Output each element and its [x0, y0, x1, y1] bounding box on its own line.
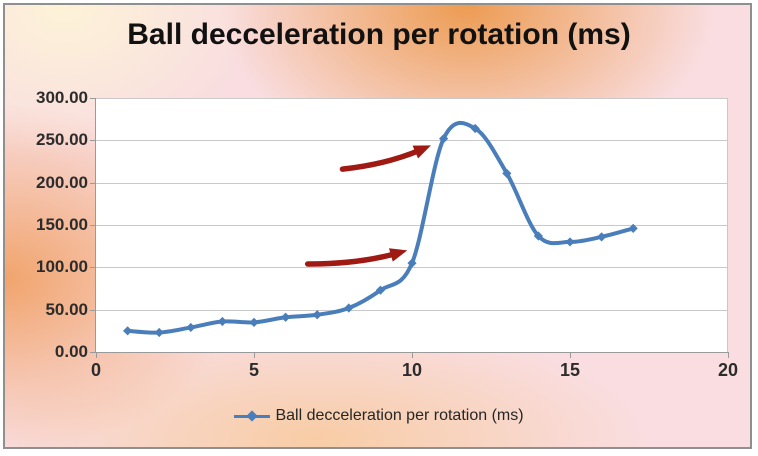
data-point-marker: [312, 310, 322, 320]
y-axis-label: 0.00: [54, 342, 88, 361]
annotation-arrow-head: [412, 145, 431, 159]
line-chart-canvas: [123, 120, 638, 338]
data-point-marker: [597, 232, 607, 242]
y-axis-label: 250.00: [36, 130, 88, 150]
gridline: [96, 98, 728, 99]
x-axis-tick: [254, 353, 255, 358]
data-point-marker: [375, 285, 385, 295]
y-axis-label: 50.00: [45, 299, 88, 319]
x-axis-tick: [570, 353, 571, 358]
data-point-marker: [533, 231, 543, 241]
data-point-marker: [344, 303, 354, 313]
legend-label: Ball decceleration per rotation (ms): [275, 407, 524, 424]
chart-title: Ball decceleration per rotation (ms): [127, 18, 631, 51]
y-axis-label: 200.00: [36, 172, 88, 192]
annotation-arrow-shaft: [304, 250, 399, 267]
legend-diamond-icon: [246, 410, 259, 422]
data-point-marker: [439, 134, 449, 144]
x-axis-tick: [412, 353, 413, 358]
data-point-marker: [281, 312, 291, 322]
data-point-marker: [628, 223, 638, 233]
data-point-marker: [217, 316, 227, 327]
gridline: [96, 309, 728, 311]
data-point-marker: [502, 168, 512, 178]
data-point-marker: [249, 317, 259, 327]
gridline: [96, 140, 728, 142]
y-axis-label: 150.00: [36, 215, 88, 234]
series-line: [125, 120, 636, 335]
data-point-marker: [565, 237, 575, 247]
x-axis-label: 10: [401, 360, 423, 380]
x-axis-tick: [728, 353, 729, 358]
x-axis-label: 20: [717, 360, 739, 380]
data-point-marker: [470, 123, 480, 134]
y-axis-label: 300.00: [36, 88, 88, 107]
legend: Ball decceleration per rotation (ms): [0, 407, 758, 425]
data-point-marker: [154, 327, 164, 338]
gridline: [96, 182, 728, 184]
legend-line-marker-icon: [234, 410, 271, 422]
data-point-marker: [123, 326, 133, 336]
x-axis-label: 0: [90, 360, 101, 380]
y-axis-tick: [90, 267, 95, 269]
x-axis-label: 5: [248, 360, 259, 380]
y-axis-tick: [90, 182, 95, 184]
y-axis-tick: [90, 309, 95, 311]
x-axis-tick: [96, 353, 97, 358]
y-axis-tick: [90, 140, 95, 142]
y-axis-tick: [90, 225, 95, 226]
y-axis-tick: [90, 98, 95, 99]
data-point-marker: [186, 322, 196, 333]
x-axis-line: [95, 352, 729, 353]
y-axis-label: 100.00: [36, 257, 88, 277]
y-axis-tick: [90, 352, 95, 353]
x-axis-label: 15: [559, 360, 581, 380]
annotation-arrow-shaft: [339, 147, 423, 172]
gridline: [96, 225, 728, 226]
annotation-arrow-head: [389, 248, 408, 262]
y-axis-line: [95, 98, 96, 353]
